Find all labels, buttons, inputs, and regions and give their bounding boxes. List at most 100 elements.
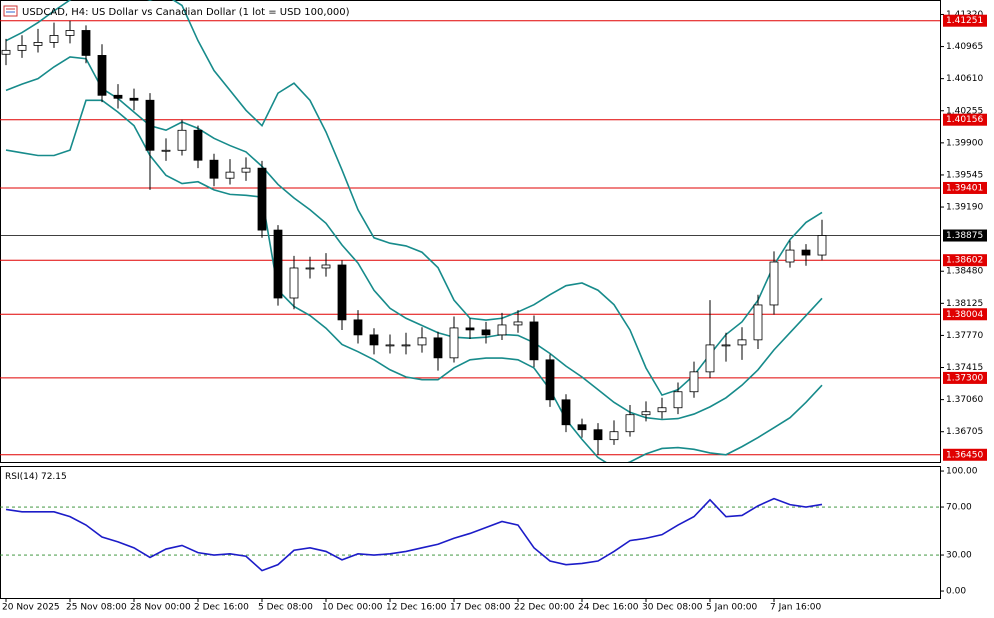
level-label-box (943, 254, 987, 267)
x-tick-label: 25 Nov 08:00 (66, 603, 127, 613)
candle-body (705, 344, 715, 373)
candle-body (145, 99, 155, 151)
y-tick-label: 1.37415 (946, 363, 983, 373)
rsi-title: RSI(14) 72.15 (5, 472, 67, 482)
candle-body (721, 344, 731, 347)
candle-body (673, 391, 683, 409)
y-tick-label: 1.40610 (946, 74, 983, 84)
bollinger-band (5, 0, 823, 397)
level-label: 1.39401 (946, 183, 983, 193)
candle-body (497, 324, 507, 336)
y-tick-label: 1.37060 (946, 395, 983, 405)
candle-body (449, 327, 459, 359)
x-tick-label: 5 Jan 00:00 (706, 603, 758, 613)
candle-body (193, 129, 203, 161)
y-tick-label: 1.40255 (946, 106, 983, 116)
candle-body (273, 229, 283, 299)
candle-body (769, 261, 779, 306)
candle-body (97, 55, 107, 96)
candle-body (737, 339, 747, 346)
candle-body (689, 371, 699, 393)
level-label: 1.40156 (946, 115, 983, 125)
y-tick-label: 30.00 (946, 551, 972, 561)
main-frame (0, 0, 941, 463)
candle-body (577, 424, 587, 431)
x-tick-label: 2 Dec 16:00 (194, 603, 249, 613)
candle-body (529, 321, 539, 361)
candle-body (33, 42, 43, 46)
candle-body (625, 414, 635, 433)
candle-body (417, 337, 427, 346)
y-tick-label: 100.00 (946, 467, 978, 477)
level-label: 1.38004 (946, 310, 983, 320)
candle-body (545, 359, 555, 401)
y-tick-label: 1.38125 (946, 299, 983, 309)
x-tick-label: 17 Dec 08:00 (450, 603, 511, 613)
candle-body (17, 44, 27, 51)
y-tick-label: 1.39545 (946, 170, 983, 180)
candle-body (113, 94, 123, 99)
level-label-box (943, 113, 987, 126)
x-tick-label: 24 Dec 16:00 (578, 603, 639, 613)
y-tick-label: 1.39190 (946, 203, 983, 213)
x-tick-label: 7 Jan 16:00 (770, 603, 822, 613)
candle-body (257, 167, 267, 231)
candle-body (65, 30, 75, 36)
candle-body (785, 249, 795, 263)
candle-body (433, 337, 443, 359)
x-tick-label: 12 Dec 16:00 (386, 603, 447, 613)
candle-body (289, 267, 299, 299)
candle-body (337, 264, 347, 321)
candle-body (657, 407, 667, 413)
y-tick-label: 0.00 (946, 587, 966, 597)
level-label: 1.36450 (946, 450, 983, 460)
candle-body (561, 399, 571, 426)
level-label-box (943, 308, 987, 321)
x-tick-label: 22 Dec 00:00 (514, 603, 575, 613)
candle-body (593, 429, 603, 441)
x-tick-label: 20 Nov 2025 (2, 603, 60, 613)
level-label-box (943, 14, 987, 27)
candle-body (49, 35, 59, 43)
level-label: 1.37300 (946, 373, 983, 383)
candle-body (801, 249, 811, 256)
candle-body (209, 159, 219, 179)
y-tick-label: 1.37770 (946, 331, 983, 341)
candle-body (513, 321, 523, 326)
candle-body (465, 327, 475, 331)
level-label-box (943, 448, 987, 461)
x-tick-label: 28 Nov 00:00 (130, 603, 191, 613)
candle-body (753, 304, 763, 341)
y-tick-label: 1.39900 (946, 138, 983, 148)
candle-body (401, 344, 411, 347)
candle-body (817, 235, 827, 256)
x-tick-label: 10 Dec 00:00 (322, 603, 383, 613)
chart-title: USDCAD, H4: US Dollar vs Canadian Dollar… (22, 7, 350, 18)
x-tick-label: 30 Dec 08:00 (642, 603, 703, 613)
candle-body (321, 264, 331, 269)
candle-body (609, 431, 619, 441)
rsi-line (5, 497, 823, 572)
level-label-box (943, 371, 987, 384)
symbol-icon (3, 5, 18, 17)
level-label: 1.41251 (946, 16, 983, 26)
candle-body (177, 129, 187, 151)
bollinger-band (5, 56, 823, 421)
y-tick-label: 1.40965 (946, 42, 983, 52)
candle-body (225, 171, 235, 179)
candle-body (305, 267, 315, 270)
level-label-box (943, 181, 987, 194)
candle-body (385, 344, 395, 347)
plot-area (0, 497, 940, 572)
bollinger-band (5, 99, 823, 462)
candle-body (1, 49, 11, 55)
y-tick-label: 70.00 (946, 503, 972, 513)
candle-body (241, 167, 251, 173)
y-tick-label: 1.38480 (946, 267, 983, 277)
candle-body (353, 319, 363, 336)
candle-body (641, 411, 651, 416)
candle-body (481, 329, 491, 336)
candle-body (129, 97, 139, 101)
